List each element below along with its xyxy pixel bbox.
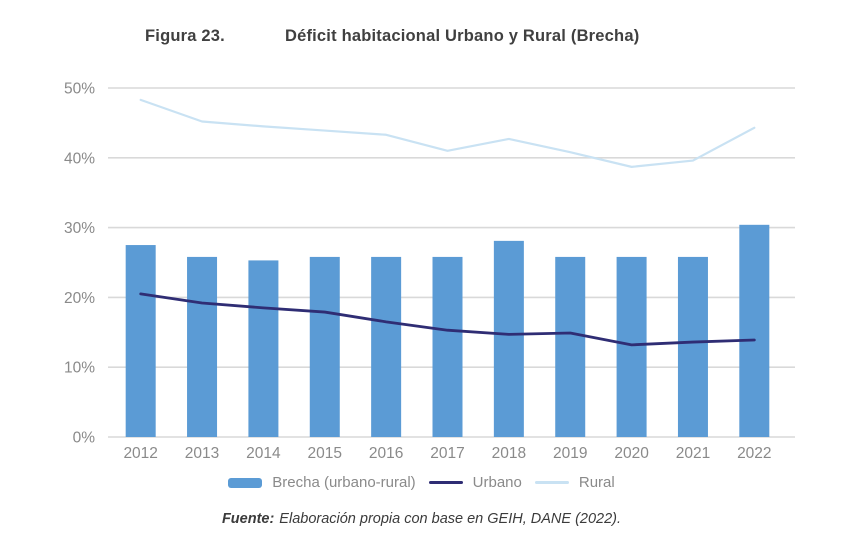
bar-2020 (616, 256, 647, 437)
chart-legend: Brecha (urbano-rural) Urbano Rural (0, 474, 843, 491)
x-tick-label-2022: 2022 (737, 445, 771, 462)
legend-label-rural: Rural (578, 474, 615, 491)
rural-line-swatch-icon (534, 480, 569, 485)
y-tick-label-20%: 20% (64, 290, 95, 307)
bar-2021 (677, 256, 708, 437)
source-note: Fuente: Elaboración propia con base en GE… (0, 511, 843, 527)
bar-2019 (555, 256, 586, 437)
bar-2016 (371, 256, 402, 437)
figure-number: Figura 23. (145, 27, 225, 45)
chart-area: 0% 10% 20% 30% 40% 50% 2012 2013 2014 2015 2016 201… (0, 68, 843, 470)
bar-2015 (309, 256, 340, 437)
urbano-line-swatch-icon (428, 480, 463, 485)
x-tick-label-2016: 2016 (369, 445, 403, 462)
y-tick-label-30%: 30% (64, 220, 95, 237)
figure-title: Figura 23. Déficit habitacional Urbano y… (145, 27, 639, 46)
y-tick-label-10%: 10% (64, 360, 95, 377)
x-tick-label-2014: 2014 (246, 445, 281, 462)
bar-2017 (432, 256, 463, 437)
legend-label-urbano: Urbano (472, 474, 522, 491)
bar-2022 (739, 224, 770, 437)
bar-2013 (187, 256, 218, 437)
line-rural (139, 98, 756, 168)
deficit-chart: 0% 10% 20% 30% 40% 50% 2012 2013 2014 2015 2016 201… (64, 81, 795, 462)
figure-title-text: Déficit habitacional Urbano y Rural (Bre… (284, 27, 640, 45)
x-tick-label-2020: 2020 (614, 445, 649, 462)
y-tick-label-50%: 50% (64, 81, 95, 98)
bar-2018 (493, 240, 524, 437)
x-tick-label-2017: 2017 (430, 445, 464, 462)
source-text: Elaboración propia con base en GEIH, DAN… (279, 511, 622, 527)
x-tick-label-2019: 2019 (553, 445, 587, 462)
bar-2012 (125, 245, 156, 437)
x-tick-label-2021: 2021 (676, 445, 710, 462)
x-tick-label-2018: 2018 (492, 445, 526, 462)
x-tick-label-2013: 2013 (185, 445, 219, 462)
legend-label-brecha: Brecha (urbano-rural) (272, 474, 416, 491)
legend-item-brecha: Brecha (urbano-rural) (228, 474, 416, 491)
bar-2014 (248, 260, 279, 437)
legend-item-rural: Rural (534, 474, 615, 491)
source-label: Fuente: (221, 511, 275, 527)
x-tick-label-2012: 2012 (123, 445, 157, 462)
x-tick-label-2015: 2015 (308, 445, 342, 462)
brecha-bar-swatch-icon (228, 477, 263, 488)
y-tick-label-0%: 0% (73, 430, 96, 447)
y-tick-label-40%: 40% (64, 150, 95, 167)
line-urbano (139, 292, 756, 347)
legend-item-urbano: Urbano (428, 474, 522, 491)
